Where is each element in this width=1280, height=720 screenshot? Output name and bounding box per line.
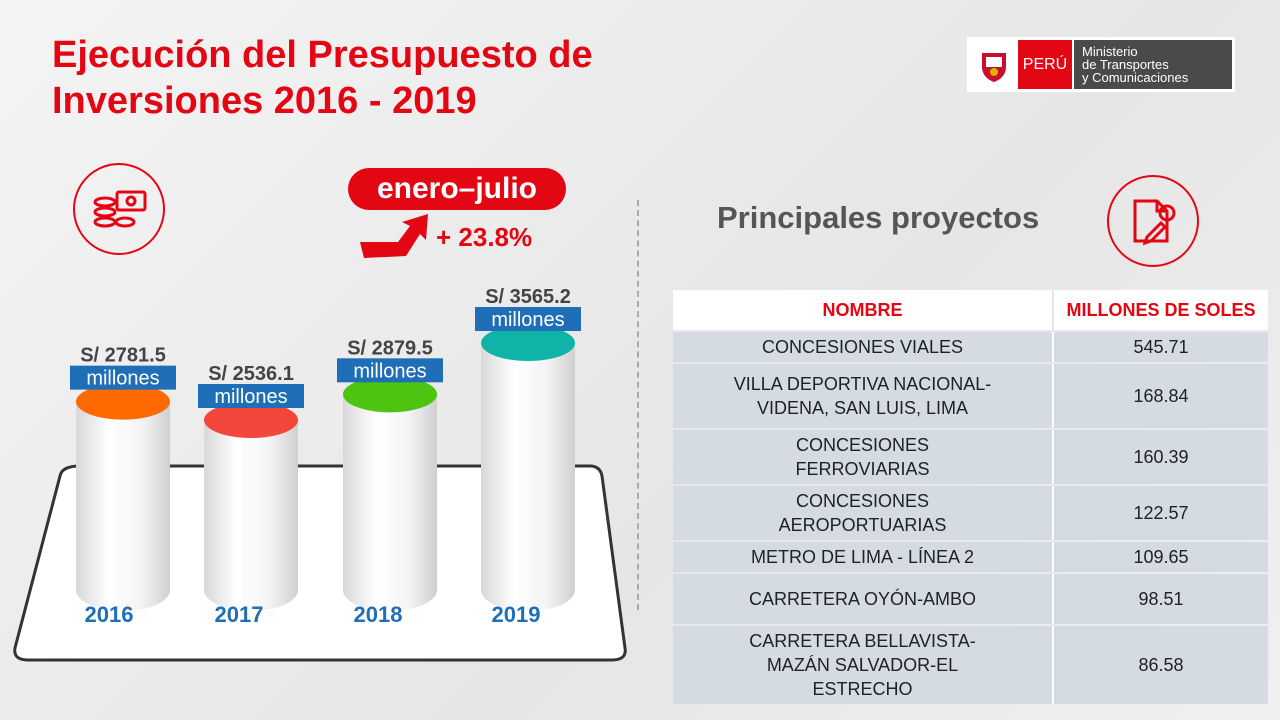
project-value: 545.71 (1052, 332, 1268, 362)
cylinder-top (481, 325, 575, 362)
project-document-icon (1107, 175, 1199, 267)
project-value: 86.58 (1052, 626, 1268, 704)
project-value: 109.65 (1052, 542, 1268, 572)
value-label: S/ 3565.2 (485, 286, 571, 308)
header-value: MILLONES DE SOLES (1052, 290, 1268, 330)
unit-badge (70, 365, 176, 390)
growth-arrow-icon (360, 214, 428, 258)
project-name: CONCESIONES FERROVIARIAS (673, 430, 1052, 484)
cylinder-bar (343, 394, 437, 611)
category-label: 2018 (354, 602, 403, 627)
unit-label: millones (491, 309, 564, 331)
cylinder-bar (481, 343, 575, 611)
category-label: 2019 (492, 602, 541, 627)
coat-of-arms-icon (970, 41, 1018, 89)
value-label: S/ 2536.1 (208, 363, 294, 385)
table-row: CONCESIONES VIALES 545.71 (673, 332, 1268, 362)
project-name: CARRETERA BELLAVISTA-MAZÁN SALVADOR-EL E… (673, 626, 1052, 704)
projects-title: Principales proyectos (717, 200, 1040, 235)
table-row: CARRETERA OYÓN-AMBO 98.51 (673, 574, 1268, 624)
ministry-logo: PERÚ Ministerio de Transportes y Comunic… (967, 37, 1235, 92)
cylinder-top (76, 383, 170, 420)
growth-percentage: + 23.8% (436, 222, 533, 252)
category-label: 2017 (215, 602, 264, 627)
project-value: 168.84 (1052, 364, 1268, 428)
unit-badge (198, 384, 304, 408)
period-badge: enero–julio (348, 168, 566, 210)
table-row: CONCESIONES FERROVIARIAS 160.39 (673, 430, 1268, 484)
cylinder-bar (76, 401, 170, 611)
project-name: METRO DE LIMA - LÍNEA 2 (673, 542, 1052, 572)
unit-label: millones (353, 360, 426, 382)
cylinder-top (343, 376, 437, 413)
projects-table: NOMBRE MILLONES DE SOLES CONCESIONES VIA… (673, 288, 1268, 706)
table-row: VILLA DEPORTIVA NACIONAL-VIDENA, SAN LUI… (673, 364, 1268, 428)
table-row: CARRETERA BELLAVISTA-MAZÁN SALVADOR-EL E… (673, 626, 1268, 704)
divider (637, 200, 639, 610)
cylinder-top (204, 402, 298, 438)
value-label: S/ 2879.5 (347, 337, 433, 359)
header-name: NOMBRE (673, 290, 1052, 330)
project-value: 122.57 (1052, 486, 1268, 540)
unit-label: millones (86, 368, 159, 390)
project-name: VILLA DEPORTIVA NACIONAL-VIDENA, SAN LUI… (673, 364, 1052, 428)
table-row: CONCESIONES AEROPORTUARIAS 122.57 (673, 486, 1268, 540)
unit-badge (337, 358, 443, 383)
project-name: CARRETERA OYÓN-AMBO (673, 574, 1052, 624)
project-name: CONCESIONES VIALES (673, 332, 1052, 362)
table-row: METRO DE LIMA - LÍNEA 2 109.65 (673, 542, 1268, 572)
project-value: 98.51 (1052, 574, 1268, 624)
page-title: Ejecución del Presupuesto de Inversiones… (52, 34, 593, 122)
money-icon (73, 163, 165, 255)
cylinder-bar (204, 420, 298, 611)
project-value: 160.39 (1052, 430, 1268, 484)
value-label: S/ 2781.5 (80, 345, 166, 367)
unit-label: millones (214, 386, 287, 408)
category-label: 2016 (85, 602, 134, 627)
unit-badge (475, 307, 581, 332)
project-name: CONCESIONES AEROPORTUARIAS (673, 486, 1052, 540)
